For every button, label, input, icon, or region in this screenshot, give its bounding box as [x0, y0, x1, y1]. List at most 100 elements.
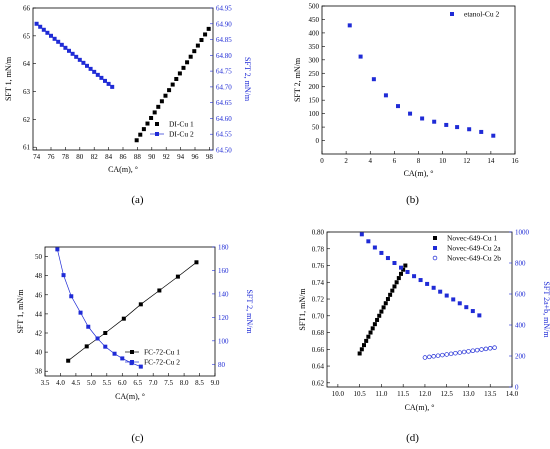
x-tick-label-a: 80 [76, 153, 84, 161]
data-point-d-3 [470, 348, 476, 353]
data-point-a-1 [141, 127, 146, 132]
legend-marker-c [130, 360, 134, 364]
data-point-d-3 [453, 350, 458, 356]
data-point-a-1 [177, 71, 182, 76]
x-tick-label-d: 11.5 [397, 390, 409, 398]
data-point-d-3 [448, 351, 454, 357]
legend-marker-a [155, 132, 159, 136]
x-tick-label-c: 7.0 [149, 379, 158, 387]
chart-d-svg: 10.0 10.5 11.0 11.5 12.0 12.5 13.0 13.5 14.0 0.62… [298, 229, 550, 445]
data-point-d-2 [418, 278, 423, 283]
x-tick-label-a: 78 [62, 153, 70, 161]
data-point-c-2 [95, 336, 100, 341]
y2-axis-title-d: SFT 2a+b, mN/m [542, 281, 550, 338]
data-point-c-1 [103, 331, 108, 335]
x-tick-label-c: 4.5 [72, 379, 81, 387]
x-tick-label-b: 16 [512, 157, 520, 165]
y2-tick-label-c: 120 [218, 314, 229, 322]
data-point-a-1 [185, 60, 190, 65]
data-point-a-1 [138, 132, 143, 137]
x-axis-title-b: CA(m), ° [404, 169, 434, 178]
x-tick-label-b: 2 [344, 157, 348, 165]
series-c-1 [66, 260, 199, 363]
data-point-d-2 [431, 285, 436, 290]
data-point-d-3 [474, 347, 480, 353]
x-tick-label-d: 10.0 [332, 390, 345, 398]
chart-panel-b: 0 2 4 6 8 10 12 14 16 0 50 100 150 200 250 300 350 400 450… [275, 0, 550, 224]
data-point-a-2 [38, 24, 43, 29]
y-axis-title-c: SFT 1, mN/m [16, 289, 25, 334]
x-tick-label-d: 13.5 [484, 390, 497, 398]
data-point-a-1 [156, 104, 161, 109]
x-tick-label-d: 12.0 [419, 390, 432, 398]
y2-axis-title-a: SFT 2, mN/m [243, 57, 252, 102]
x-tick-label-c: 3.5 [41, 379, 50, 387]
data-point-d-2 [385, 256, 390, 261]
data-point-a-1 [199, 38, 204, 43]
data-point-c-2 [78, 310, 83, 315]
data-point-d-3 [487, 345, 493, 351]
legend-label-b: etanol-Cu 2 [464, 10, 499, 19]
data-point-c-2 [69, 294, 74, 299]
data-point-a-2 [45, 30, 50, 35]
data-point-d-2 [425, 281, 430, 286]
chart-a-svg: 74 76 78 80 82 84 86 88 90 92 94 96 98 61 62 63 64 65 66 64… [4, 5, 252, 207]
data-point-a-2 [34, 21, 39, 26]
data-point-a-1 [163, 93, 168, 98]
y-tick-label-d: 0.78 [312, 245, 325, 253]
x-tick-label-c: 9.0 [211, 379, 220, 387]
legend-marker-c [130, 350, 134, 354]
data-point-d-1 [366, 334, 371, 339]
data-point-d-2 [451, 297, 456, 302]
data-point-d-1 [390, 288, 395, 293]
chart-panel-c: 3.5 4.0 4.5 5.0 5.5 6.0 6.5 7.0 7.5 8.0 8.5 9.0 38 40… [0, 224, 275, 449]
data-point-a-2 [56, 39, 61, 44]
series-line-c-1 [67, 262, 197, 361]
series-line-c-2 [57, 249, 141, 367]
data-point-d-2 [464, 305, 469, 310]
data-point-a-2 [95, 72, 100, 77]
data-point-a-2 [67, 48, 71, 53]
y-tick-label-a: 61 [23, 144, 31, 152]
x-tick-label-a: 86 [120, 153, 128, 161]
data-point-c-1 [175, 274, 180, 279]
x-tick-label-a: 96 [192, 153, 200, 161]
data-point-a-1 [195, 43, 200, 48]
x-tick-label-b: 14 [487, 157, 495, 165]
y-tick-label-b: 300 [309, 56, 320, 64]
data-point-a-1 [134, 138, 139, 143]
y-tick-label-c: 40 [35, 349, 43, 357]
y-tick-label-b: 350 [309, 43, 320, 51]
data-point-a-2 [49, 33, 53, 38]
data-point-d-2 [444, 293, 449, 298]
data-point-d-3 [435, 353, 441, 358]
data-point-c-2 [86, 324, 91, 329]
data-point-c-1 [66, 358, 71, 363]
y-tick-label-c: 48 [35, 272, 43, 280]
x-tick-label-c: 5.5 [102, 379, 111, 387]
data-point-d-1 [381, 305, 386, 310]
data-point-b-1 [358, 54, 363, 59]
legend-label-d: Novec-649-Cu 2a [447, 244, 501, 253]
legend-label-a: DI-Cu 2 [169, 130, 194, 139]
x-tick-label-b: 6 [393, 157, 397, 165]
y-tick-label-d: 0.68 [312, 329, 325, 337]
data-point-c-2 [138, 364, 143, 369]
y-axis-title-a: SFT 1, mN/m [4, 56, 13, 101]
data-point-a-1 [192, 49, 197, 54]
data-point-d-1 [375, 317, 380, 322]
legend-marker-d [433, 246, 437, 250]
panel-label-d: (d) [406, 432, 419, 444]
data-point-d-2 [457, 301, 462, 306]
y2-tick-label-c: 160 [218, 267, 229, 275]
data-point-d-1 [364, 338, 369, 343]
y-axis-title-b: SFT 2, mN/m [293, 57, 302, 102]
data-point-d-3 [422, 355, 428, 360]
y2-tick-label-d: 400 [515, 322, 526, 330]
x-tick-label-c: 7.5 [164, 379, 173, 387]
y-tick-label-b: 0 [316, 137, 320, 145]
y-tick-label-b: 200 [309, 83, 320, 91]
y-tick-label-d: 0.66 [312, 346, 325, 354]
data-point-a-2 [77, 57, 82, 62]
y-tick-label-d: 0.64 [312, 363, 325, 371]
